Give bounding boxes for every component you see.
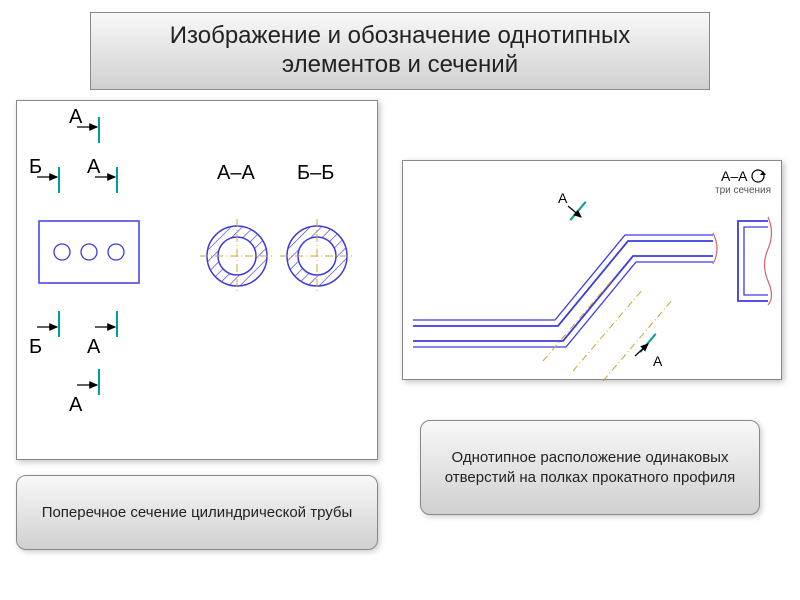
svg-text:Б: Б — [29, 336, 42, 358]
right-diagram-svg: А–А три сечения А А — [403, 161, 783, 381]
left-diagram-svg: А Б А Б А А — [17, 101, 379, 461]
section-marker: Б — [29, 156, 59, 193]
profile-inner — [413, 241, 713, 326]
right-caption: Однотипное расположение одинаковых отвер… — [420, 420, 760, 515]
section-marker: А — [87, 311, 117, 358]
centerline — [573, 289, 643, 371]
rotation-arrow-icon — [760, 171, 766, 175]
section-marker: А — [69, 106, 99, 143]
svg-text:Б: Б — [29, 156, 42, 178]
right-header-sub: три сечения — [715, 185, 771, 196]
hole — [108, 244, 124, 260]
rotation-icon — [752, 170, 764, 182]
profile-outer — [413, 256, 713, 341]
section-marker: А — [87, 156, 117, 193]
centerline — [603, 299, 673, 381]
svg-text:А: А — [69, 106, 83, 128]
section-label-bb: Б–Б — [297, 162, 334, 184]
section-marker: Б — [29, 311, 59, 358]
left-diagram-panel: А Б А Б А А — [16, 100, 378, 460]
svg-text:А: А — [87, 156, 101, 178]
section-marker — [570, 202, 585, 220]
section-marker: А — [69, 369, 99, 416]
right-diagram-panel: А–А три сечения А А — [402, 160, 782, 380]
section-label-aa: А–А — [217, 162, 255, 184]
ring-section — [200, 219, 274, 293]
section-label-a: А — [558, 190, 568, 206]
ring-section — [280, 219, 354, 293]
section-arrow — [635, 344, 648, 356]
channel-section — [738, 217, 772, 305]
svg-text:А: А — [87, 336, 101, 358]
page-title: Изображение и обозначение однотипных эле… — [90, 12, 710, 90]
left-caption: Поперечное сечение цилиндрической трубы — [16, 475, 378, 550]
break-arc — [713, 233, 717, 264]
right-header-label: А–А — [721, 168, 748, 184]
profile-inner2 — [413, 235, 713, 320]
section-label-a: А — [653, 353, 663, 369]
svg-text:А: А — [69, 394, 83, 416]
hole — [54, 244, 70, 260]
hole — [81, 244, 97, 260]
